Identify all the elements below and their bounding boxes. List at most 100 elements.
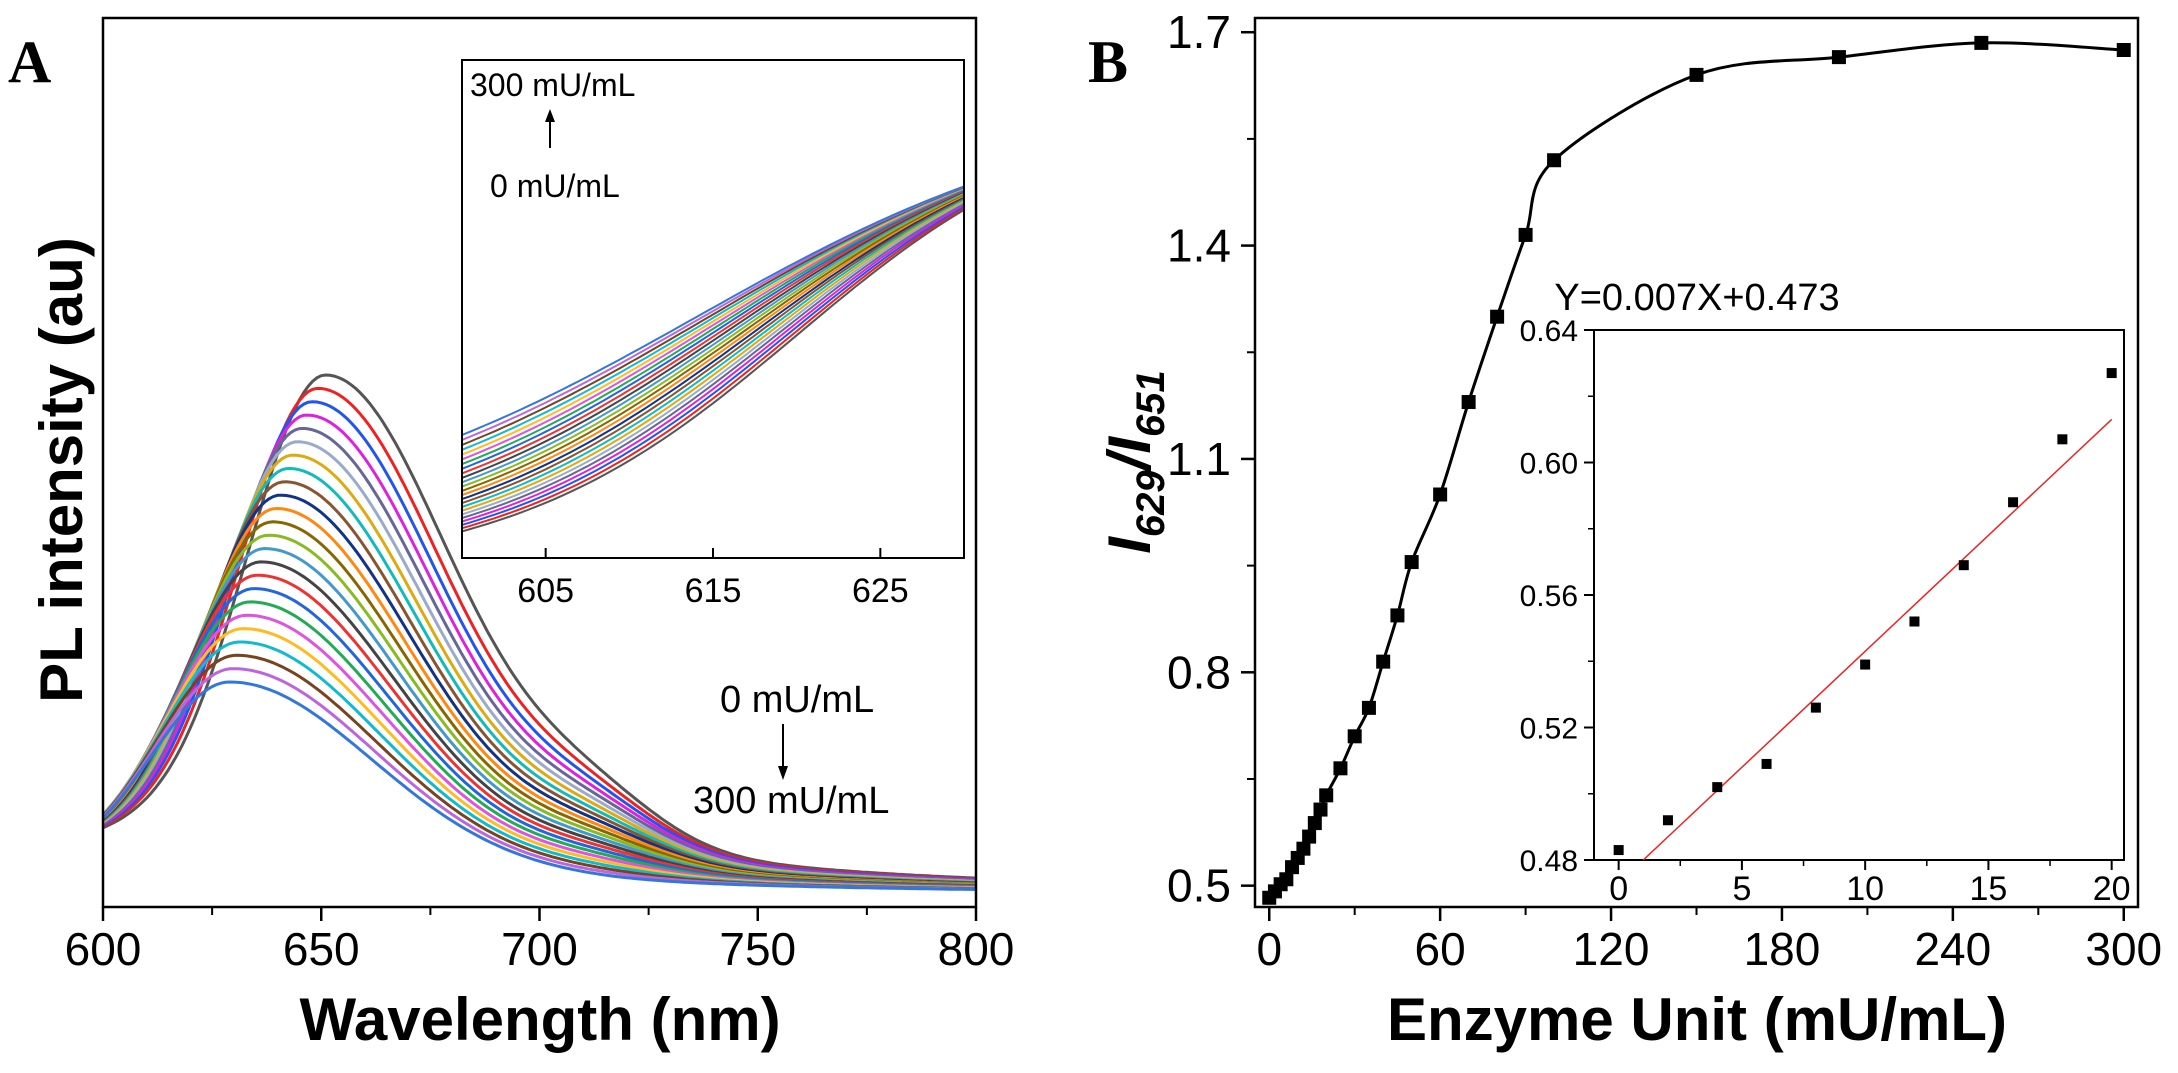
panel-b-inset-points (1613, 368, 2117, 856)
panel-a-inset-spectra (461, 185, 965, 533)
x-tick-label: 600 (65, 923, 142, 975)
panel-a-inset: 605 615 625 300 mU/mL 0 mU/mL (461, 59, 965, 610)
inset-spectrum-line (461, 194, 965, 496)
inset-y-tick-label: 0.56 (1520, 580, 1578, 613)
inset-data-point (1712, 782, 1723, 793)
x-tick-label: 650 (283, 923, 360, 975)
data-point (1361, 700, 1376, 715)
inset-spectrum-line (461, 186, 965, 451)
inset-x-tick-label: 615 (685, 572, 742, 610)
panel-a: A 600 650 700 750 800 Wavelength (nm) PL int… (8, 16, 1015, 1053)
inset-spectrum-line (461, 189, 965, 475)
inset-data-point (2106, 368, 2117, 379)
data-point (1313, 802, 1328, 817)
y-title-sub1: 629 (1129, 470, 1173, 537)
panel-b-inset: Y=0.007X+0.473 0 5 10 15 200.480.520.560.600… (1520, 277, 2131, 908)
panel-b-inset-ticks: 0 5 10 15 20 0.48 0.52 0.56 0.60 0.64 (1520, 315, 2131, 908)
panel-b-x-axis-title: Enzyme Unit (mU/mL) (1387, 986, 2007, 1053)
y-tick-label: 0.5 (1167, 860, 1231, 912)
data-point (1974, 35, 1989, 50)
inset-spectrum-line (461, 193, 965, 492)
data-point (1547, 153, 1562, 168)
inset-spectrum-line (461, 187, 965, 461)
inset-data-point (1613, 845, 1624, 856)
panel-a-annotation-bottom: 300 mU/mL (693, 780, 889, 822)
x-tick-label: 800 (938, 923, 1015, 975)
x-tick-label: 300 (2085, 923, 2162, 975)
inset-spectrum-line (461, 185, 965, 436)
inset-spectrum-line (461, 192, 965, 488)
data-point (1518, 227, 1533, 242)
data-point (1307, 816, 1322, 831)
y-title-i1: I (1096, 536, 1163, 554)
x-tick-label: 60 (1415, 923, 1466, 975)
y-tick-label: 1.7 (1167, 6, 1231, 58)
data-point (2116, 43, 2131, 58)
y-tick-label: 1.1 (1167, 433, 1231, 485)
data-point (1490, 309, 1505, 324)
panel-b-inset-equation: Y=0.007X+0.473 (1554, 277, 1839, 319)
inset-data-point (1909, 616, 1920, 627)
panel-a-y-axis-title: PL intensity (au) (28, 237, 95, 703)
data-point (1404, 555, 1419, 570)
panel-b-letter: B (1088, 29, 1128, 95)
inset-spectrum-line (461, 205, 965, 526)
inset-data-point (1958, 560, 1969, 571)
y-tick-label: 0.8 (1167, 646, 1231, 698)
inset-x-tick-label: 5 (1732, 870, 1751, 908)
panel-a-letter: A (8, 29, 51, 95)
panel-a-spectra (101, 373, 977, 891)
data-point (1302, 829, 1317, 844)
inset-spectrum-line (461, 188, 965, 466)
panel-b-y-axis-title: I629/I651 (1096, 370, 1173, 554)
inset-data-point (1761, 758, 1772, 769)
panel-a-annotation-top: 0 mU/mL (720, 679, 874, 721)
inset-spectrum-line (461, 199, 965, 512)
inset-x-tick-label: 0 (1609, 870, 1628, 908)
data-point (1347, 729, 1362, 744)
data-point (1333, 761, 1348, 776)
inset-spectrum-line (461, 187, 965, 456)
y-tick-label: 1.4 (1167, 220, 1231, 272)
data-point (1461, 395, 1476, 410)
data-point (1831, 50, 1846, 65)
data-point (1390, 608, 1405, 623)
panel-b-ticks: 0 60 120 180 240 300 0.5 0.8 1.1 1.4 1.7 (1167, 6, 2162, 975)
x-tick-label: 180 (1744, 923, 1821, 975)
panel-a-inset-bg (462, 60, 964, 558)
inset-spectrum-line (461, 190, 965, 479)
data-point (1296, 841, 1311, 856)
spectrum-line (101, 680, 977, 891)
inset-data-point (1662, 815, 1673, 826)
inset-y-tick-label: 0.52 (1520, 713, 1578, 746)
x-tick-label: 750 (719, 923, 796, 975)
y-title-i2: I (1096, 436, 1163, 454)
inset-data-point (2008, 497, 2019, 508)
panel-a-inset-x-ticks: 605 615 625 (517, 548, 909, 610)
inset-data-point (1810, 702, 1821, 713)
panel-a-inset-label-top: 300 mU/mL (470, 67, 635, 103)
panel-a-arrow-head (778, 766, 788, 780)
inset-y-tick-label: 0.64 (1520, 315, 1578, 348)
inset-x-tick-label: 15 (1970, 870, 2008, 908)
inset-data-point (2057, 434, 2068, 445)
inset-x-tick-label: 605 (517, 572, 574, 610)
panel-a-x-ticks: 600 650 700 750 800 (65, 907, 1015, 975)
inset-spectrum-line (461, 185, 965, 441)
inset-spectrum-line (461, 209, 965, 533)
panel-a-inset-label-bottom: 0 mU/mL (490, 168, 620, 204)
panel-b-inset-frame (1593, 329, 2125, 861)
data-point (1433, 487, 1448, 502)
x-tick-label: 120 (1573, 923, 1650, 975)
panel-a-x-axis-title: Wavelength (nm) (299, 986, 780, 1053)
inset-spectrum-line (461, 189, 965, 470)
inset-x-tick-label: 625 (852, 572, 909, 610)
inset-y-tick-label: 0.48 (1520, 845, 1578, 878)
inset-spectrum-line (461, 197, 965, 505)
y-title-sub2: 651 (1129, 370, 1173, 437)
inset-spectrum-line (461, 195, 965, 501)
x-tick-label: 0 (1256, 923, 1282, 975)
data-point (1689, 67, 1704, 82)
inset-spectrum-line (461, 198, 965, 508)
inset-x-tick-label: 20 (2093, 870, 2131, 908)
